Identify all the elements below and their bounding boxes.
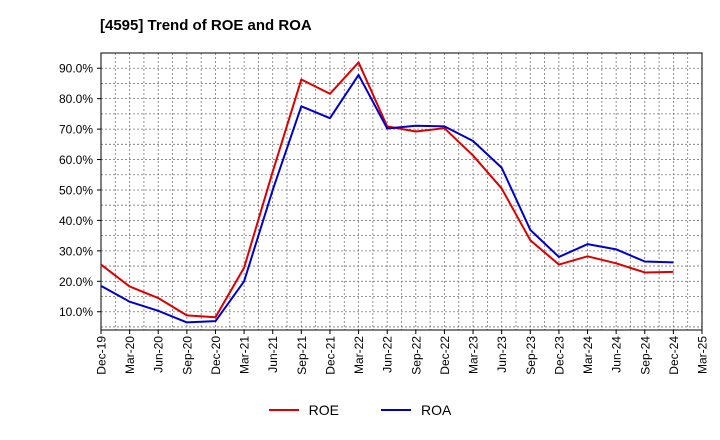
x-tick-label: Jun-21 (266, 336, 280, 373)
x-tick-label: Jun-20 (152, 336, 166, 373)
line-chart: 10.0% 20.0% 30.0% 40.0% 50.0% 60.0% 70.0% 80.0%… (59, 52, 710, 375)
x-tick-label: Dec-20 (209, 336, 223, 375)
y-tick-label: 50.0% (59, 183, 93, 197)
y-tick-label: 90.0% (59, 62, 93, 76)
y-tick-label: 70.0% (59, 123, 93, 137)
y-tick-label: 10.0% (59, 305, 93, 319)
legend-swatch-roa (381, 409, 411, 411)
x-tick-label: Dec-23 (552, 336, 566, 375)
series-line-roa (100, 73, 674, 324)
chart-title: [4595] Trend of ROE and ROA (100, 17, 312, 34)
x-tick-label: Mar-22 (352, 336, 366, 374)
x-tick-label: Mar-21 (238, 336, 252, 374)
x-tick-label: Sep-21 (295, 336, 309, 375)
series-line-roe (100, 61, 674, 319)
x-tick-label: Mar-23 (467, 336, 481, 374)
legend-swatch-roe (268, 409, 299, 411)
y-tick-label: 30.0% (59, 244, 93, 258)
x-tick-label: Jun-23 (495, 336, 509, 373)
x-tick-label: Mar-25 (696, 336, 710, 374)
y-tick-labels: 10.0% 20.0% 30.0% 40.0% 50.0% 60.0% 70.0% 80.0%… (59, 62, 93, 320)
x-tick-label: Dec-22 (438, 336, 452, 375)
grid (100, 53, 703, 330)
x-tick-label: Dec-21 (323, 336, 337, 375)
y-tick-label: 60.0% (59, 153, 93, 167)
x-tick-label: Sep-23 (524, 336, 538, 375)
x-tick-label: Sep-24 (638, 336, 652, 375)
x-tick-label: Sep-22 (409, 336, 423, 375)
x-tick-label: Jun-24 (610, 336, 624, 373)
x-tick-labels: Dec-19 Mar-20 Jun-20 Sep-20 Dec-20 Mar-21 Jun-… (95, 336, 710, 375)
x-tick-label: Dec-24 (667, 336, 681, 375)
x-tick-label: Dec-19 (95, 336, 109, 375)
legend-item-roe: ROE (268, 402, 339, 418)
legend-label-roa: ROA (421, 402, 452, 418)
legend: ROE ROA (0, 402, 720, 418)
series-lines (100, 61, 674, 324)
x-tick-label: Sep-20 (180, 336, 194, 375)
x-tick-label: Mar-20 (123, 336, 137, 374)
y-tick-label: 40.0% (59, 214, 93, 228)
axes (97, 52, 703, 334)
plot-frame (100, 52, 703, 331)
legend-label-roe: ROE (308, 402, 339, 418)
x-tick-label: Jun-22 (381, 336, 395, 373)
y-tick-label: 20.0% (59, 275, 93, 289)
y-tick-label: 80.0% (59, 92, 93, 106)
x-tick-label: Mar-24 (581, 336, 595, 374)
legend-item-roa: ROA (381, 402, 451, 418)
